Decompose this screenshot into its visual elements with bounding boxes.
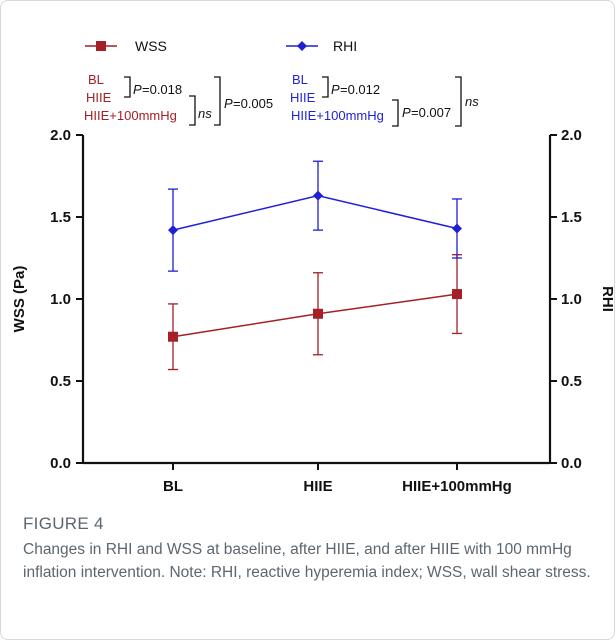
right-y-axis-label: RHI — [599, 286, 616, 312]
rhi-annot-label-bl: BL — [292, 72, 308, 87]
rhi-annot-label-hiie100: HIIE+100mmHg — [291, 108, 384, 123]
rhi-point — [168, 225, 178, 236]
figure-caption-text: Changes in RHI and WSS at baseline, afte… — [23, 541, 591, 581]
left-y-tick-label: 0.0 — [50, 455, 71, 472]
wss-bracket-1 — [124, 76, 131, 98]
legend-rhi-marker — [297, 41, 307, 51]
wss-bracket-3 — [214, 76, 221, 126]
series-layer — [168, 160, 462, 371]
wss-p1-symbol: P — [133, 82, 142, 97]
left-y-tick-label: 2.0 — [50, 127, 71, 144]
rhi-annotation: BL HIIE HIIE+100mmHg P =0.012 P =0.007 n… — [290, 72, 479, 127]
x-tick-label: BL — [163, 478, 183, 495]
x-tick-label: HIIE+100mmHg — [402, 478, 512, 495]
wss-point — [313, 308, 323, 319]
ticks: 0.0 0.0 0.5 0.5 1.0 1.0 1.5 1.5 2.0 2.0 BL HIIE HIIE… — [50, 127, 582, 495]
chart: WSS RHI BL HIIE HIIE+100mmHg P =0.018 ns… — [11, 38, 616, 495]
rhi-point — [452, 223, 462, 234]
rhi-p1-symbol: P — [331, 82, 340, 97]
legend-wss-marker — [96, 41, 106, 51]
legend-wss-label: WSS — [135, 38, 167, 54]
figure-label: FIGURE 4 — [23, 514, 104, 533]
legend-rhi-label: RHI — [333, 38, 357, 54]
wss-bracket-2 — [189, 95, 196, 126]
x-tick-label: HIIE — [303, 478, 332, 495]
rhi-series-line — [172, 194, 458, 231]
right-y-tick-label: 1.0 — [561, 291, 582, 308]
wss-annot-label-hiie100: HIIE+100mmHg — [84, 108, 177, 123]
axes: WSS (Pa) RHI — [11, 135, 616, 465]
right-y-tick-label: 0.5 — [561, 373, 582, 390]
left-y-tick-label: 0.5 — [50, 373, 71, 390]
wss-annot-label-hiie: HIIE — [86, 90, 112, 105]
figure-caption: FIGURE 4 Changes in RHI and WSS at basel… — [23, 514, 593, 584]
legend: WSS RHI — [85, 38, 357, 54]
rhi-point — [313, 190, 323, 201]
wss-point — [452, 289, 462, 300]
rhi-bracket-2 — [392, 99, 399, 127]
left-y-tick-label: 1.0 — [50, 291, 71, 308]
rhi-annot-label-hiie: HIIE — [290, 90, 316, 105]
wss-ns-label: ns — [198, 106, 212, 121]
left-y-tick-label: 1.5 — [50, 209, 71, 226]
rhi-bracket-3 — [455, 76, 462, 127]
wss-p2-symbol: P — [224, 96, 233, 111]
rhi-p2-symbol: P — [402, 105, 411, 120]
wss-annot-label-bl: BL — [88, 72, 104, 87]
wss-annotation: BL HIIE HIIE+100mmHg P =0.018 ns P =0.00… — [84, 72, 273, 126]
left-y-axis-label: WSS (Pa) — [11, 266, 28, 333]
right-y-tick-label: 0.0 — [561, 455, 582, 472]
rhi-ns-label: ns — [465, 94, 479, 109]
rhi-bracket-1 — [322, 76, 329, 98]
rhi-p1-value: =0.012 — [340, 82, 380, 97]
wss-p1-value: =0.018 — [142, 82, 182, 97]
right-y-tick-label: 1.5 — [561, 209, 582, 226]
right-y-tick-label: 2.0 — [561, 127, 582, 144]
wss-point — [168, 331, 178, 342]
wss-p2-value: =0.005 — [233, 96, 273, 111]
rhi-p2-value: =0.007 — [411, 105, 451, 120]
